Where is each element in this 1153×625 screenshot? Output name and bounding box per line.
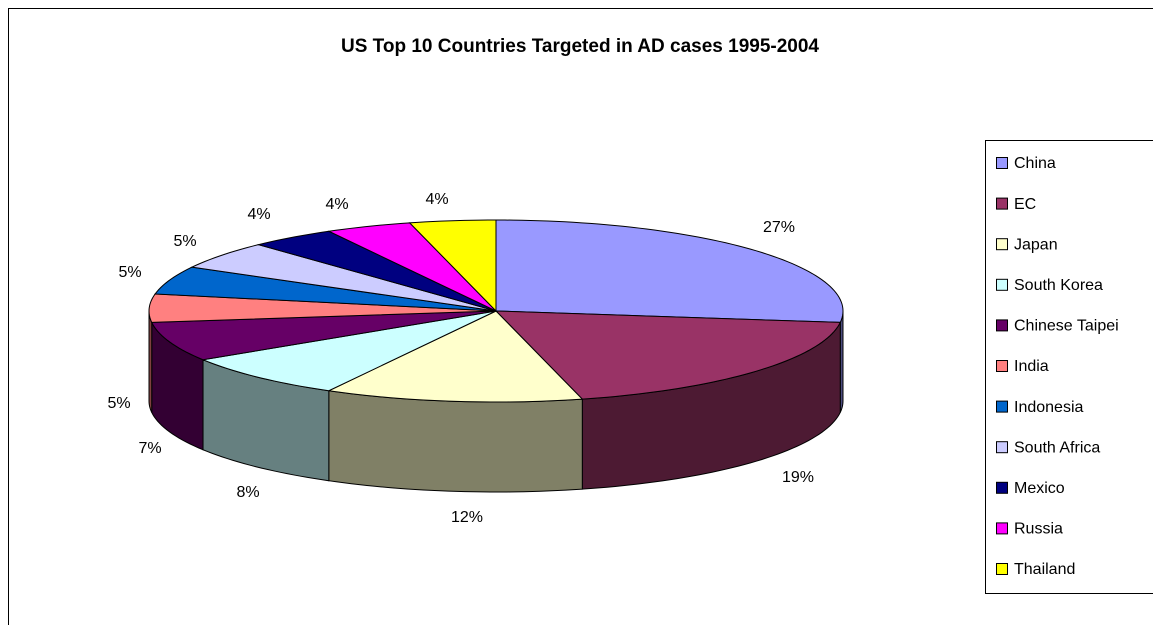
legend-label: Mexico [1014,480,1065,497]
slice [148,293,497,323]
legend-swatch [996,441,1008,454]
slice [495,219,844,323]
legend-swatch [996,522,1008,535]
legend-label: Thailand [1014,561,1075,578]
slice [494,310,842,400]
legend-label: South Africa [1014,439,1100,456]
slice-side [328,390,583,493]
legend-label: China [1014,155,1056,172]
legend-swatch [996,563,1008,575]
slice [327,310,584,403]
legend-swatch [996,157,1008,169]
legend-swatch [996,238,1008,251]
data-label: 27% [763,219,795,236]
data-label: 5% [173,233,196,250]
legend-swatch [996,197,1008,210]
data-label: 4% [247,206,270,223]
slice-side [148,310,153,413]
data-label: 19% [782,469,814,486]
legend [985,140,1153,594]
legend-label: EC [1014,196,1036,213]
legend-swatch [996,360,1008,372]
legend-items: China EC Japan South Korea Chinese Taipei Ind… [996,155,1119,578]
legend-label: Chinese Taipei [1014,318,1119,335]
data-label: 8% [236,484,259,501]
legend-swatch [996,481,1008,494]
data-label: 12% [451,509,483,526]
data-label: 4% [425,191,448,208]
legend-label: Russia [1014,521,1063,538]
legend-swatch [996,319,1008,332]
data-label: 4% [325,196,348,213]
legend-swatch [996,400,1008,413]
data-label: 5% [118,264,141,281]
slice [150,310,497,361]
pie: 27% 19% 12% 8% 7% 5% 5% 5% 4% 4% 4% [107,191,844,526]
slice [154,266,497,312]
data-label: 7% [138,440,161,457]
legend-label: India [1014,358,1049,375]
legend-label: South Korea [1014,277,1103,294]
slice [327,222,497,312]
data-label: 5% [107,395,130,412]
slice [190,244,497,312]
chart-title: US Top 10 Countries Targeted in AD cases… [341,36,819,57]
slice [201,310,497,392]
legend-label: Japan [1014,236,1058,253]
slice [408,219,497,313]
slice [256,230,497,312]
legend-swatch [996,278,1008,291]
legend-label: Indonesia [1014,399,1083,416]
